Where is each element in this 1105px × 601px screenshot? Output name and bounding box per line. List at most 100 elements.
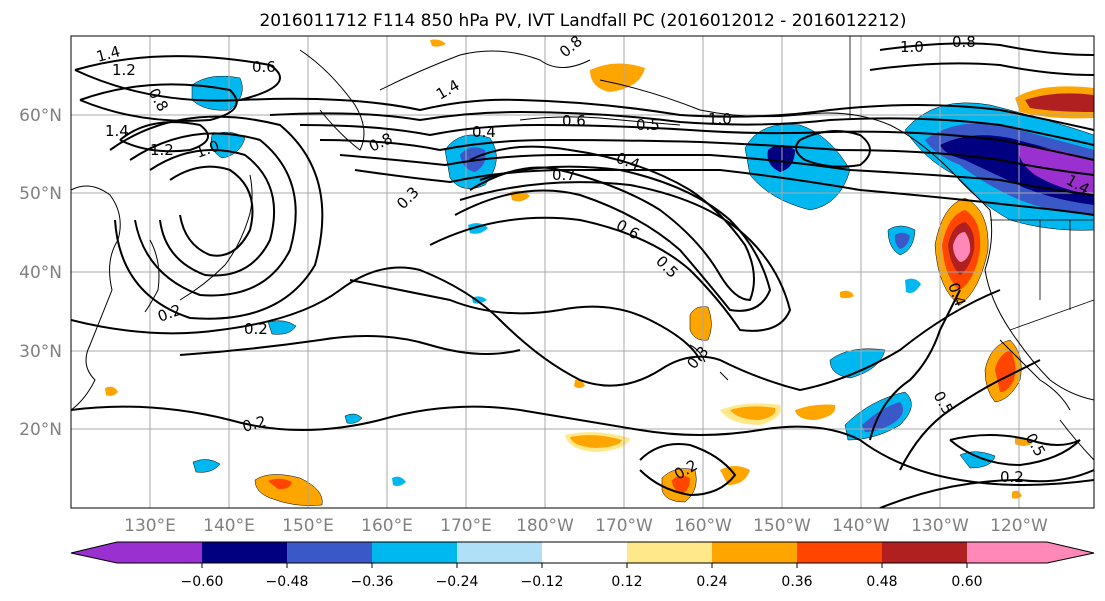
map-content: 1.4 1.2 0.8 0.6 1.4 1.2 1.4 0.8 0.4 0.6 … (71, 33, 1094, 508)
lat-label: 40°N (19, 263, 62, 283)
coastline-alaska (599, 79, 991, 211)
contour-jet-4 (319, 138, 1094, 176)
contour-southeast (879, 469, 1094, 508)
contour-label: 1.2 (150, 141, 174, 159)
colorbar-ticks (201, 563, 968, 568)
contour-northwest-3 (74, 55, 281, 102)
lon-label: 130°W (911, 516, 969, 536)
contour-west-4 (109, 115, 324, 320)
contour-east-1 (869, 289, 961, 441)
lat-label: 20°N (19, 420, 62, 440)
pv-anomaly-subtropic-positive-core (570, 435, 622, 448)
contour-trough-3 (429, 181, 792, 332)
pv-anomaly-kamchatka-negative (191, 75, 243, 111)
map-title: 2016011712 F114 850 hPa PV, IVT Landfall… (259, 11, 906, 31)
pv-anomaly-mid-positive-b-core (730, 406, 776, 420)
contour-jet-1 (239, 97, 1094, 131)
pv-anomaly-dot-j (105, 386, 118, 396)
pv-anomaly-south-negative-small (192, 459, 221, 473)
contour-subtropic-1 (71, 266, 1001, 392)
pv-anomaly-dot-c (840, 290, 854, 299)
contour-jet-3 (299, 123, 1094, 161)
borders (849, 36, 1094, 331)
contour-alaska-cut (795, 130, 871, 168)
colorbar-label: 0.24 (696, 574, 727, 590)
colorbar-label: −0.24 (436, 574, 479, 590)
colorbar-segment (287, 542, 372, 563)
contour-east-2 (899, 359, 1041, 471)
colorbar-segment (202, 542, 287, 563)
lon-label: 150°W (753, 516, 811, 536)
colorbar-extend-high (1047, 542, 1094, 563)
lon-label: 160°W (674, 516, 732, 536)
coastline-bering (379, 50, 591, 91)
contour-label: 1.4 (105, 122, 129, 140)
colorbar-label: 0.36 (781, 574, 812, 590)
coastline-east-asia (71, 185, 121, 411)
pv-anomaly-southwest-red (268, 478, 292, 490)
contour-label: 1.4 (94, 42, 122, 66)
map-frame (70, 35, 1095, 509)
contour-east-3 (949, 434, 1081, 467)
colorbar-segment (372, 542, 457, 563)
contour-label: 0.2 (240, 412, 268, 436)
contour-label: 0.5 (636, 116, 660, 134)
pv-anomaly-east-negative-b-core (862, 402, 904, 432)
contour-label: 0.7 (552, 166, 576, 184)
contour-northwest-2 (79, 83, 238, 122)
colorbar-outline (70, 541, 1095, 564)
contour-label: 1.0 (708, 110, 732, 128)
colorbar-segment (627, 542, 712, 563)
lon-label: 140°E (203, 516, 255, 536)
colorbar-segment (797, 542, 882, 563)
contour-label: 0.2 (244, 320, 268, 338)
contour-west-2 (149, 149, 276, 277)
contour-central-1 (349, 279, 701, 361)
pv-anomaly-north-strong (1025, 93, 1094, 112)
colorbar-label: 0.12 (611, 574, 642, 590)
colorbar-segment (457, 542, 542, 563)
contour-label: 1.2 (112, 61, 136, 79)
colorbar-labels: −0.60 −0.48 −0.36 −0.24 −0.12 0.12 0.24 … (181, 574, 983, 590)
contour-label: 0.8 (952, 33, 976, 51)
contour-subtropic-2 (71, 405, 1094, 486)
border-us-mexico (1009, 299, 1094, 331)
longitude-labels: 130°E 140°E 150°E 160°E 170°E 180°W 170°… (124, 516, 1048, 536)
colorbar-label: 0.48 (866, 574, 897, 590)
contour-west-1 (169, 165, 254, 257)
lon-label: 120°W (990, 516, 1048, 536)
latitude-labels: 60°N 50°N 40°N 30°N 20°N (19, 106, 62, 440)
pv-anomaly-dot-d (905, 278, 921, 293)
coastline-mexico (1059, 419, 1094, 461)
lat-label: 50°N (19, 184, 62, 204)
contour-west-3 (129, 132, 297, 297)
coastline-baja (999, 339, 1071, 411)
colorbar-segment (712, 542, 797, 563)
contour-south (639, 443, 737, 497)
colorbar-label: −0.36 (351, 574, 394, 590)
pv-anomaly-mid-positive-c (795, 404, 836, 420)
contour-northwest-1 (119, 121, 209, 153)
lon-label: 160°E (361, 516, 413, 536)
lon-label: 170°E (440, 516, 492, 536)
lon-label: 170°W (595, 516, 653, 536)
contour-jet-6 (354, 168, 1094, 216)
pv-anomaly-okhotsk-positive (590, 63, 645, 92)
pv-anomaly-coast-core (953, 232, 971, 262)
lon-label: 150°E (282, 516, 334, 536)
colorbar: −0.60 −0.48 −0.36 −0.24 −0.12 0.12 0.24 … (70, 541, 1095, 590)
colorbar-segment (882, 542, 967, 563)
contour-label: 0.6 (562, 112, 586, 130)
pv-anomaly-dot-i (430, 39, 446, 47)
colorbar-label: −0.60 (181, 574, 224, 590)
contour-trough-1 (469, 145, 755, 302)
lat-label: 60°N (19, 106, 62, 126)
lon-label: 140°W (832, 516, 890, 536)
lat-label: 30°N (19, 342, 62, 362)
colorbar-segment (967, 542, 1047, 563)
contour-jet-2 (269, 110, 1094, 146)
contour-north-1 (879, 42, 1094, 56)
colorbar-label: 0.60 (951, 574, 982, 590)
coastline-hawaii (689, 344, 729, 381)
